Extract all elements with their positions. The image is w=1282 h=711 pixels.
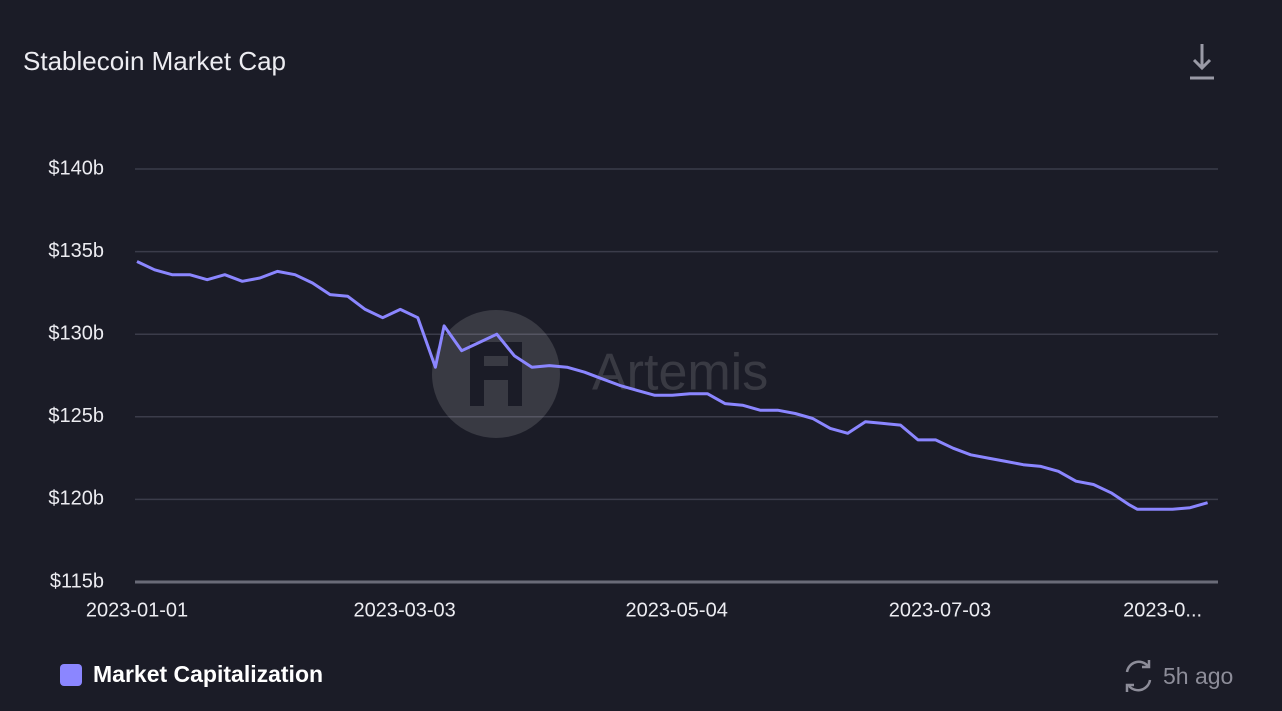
refresh-icon[interactable] [1125,660,1152,692]
y-tick-label: $130b [48,322,104,344]
legend-label: Market Capitalization [93,661,323,687]
data-line [136,260,1209,511]
y-tick-label: $140b [48,157,104,179]
watermark: Artemis [432,310,768,438]
x-tick-label: 2023-01-01 [86,599,188,621]
chart-title: Stablecoin Market Cap [23,46,286,76]
grid [135,168,1218,584]
x-tick-label: 2023-0... [1123,599,1202,621]
y-tick-label: $135b [48,240,104,262]
y-tick-label: $125b [48,405,104,427]
download-button[interactable] [1190,44,1214,80]
y-tick-label: $115b [50,570,104,592]
y-tick-label: $120b [48,488,104,510]
x-tick-label: 2023-05-04 [626,599,728,621]
watermark-text: Artemis [592,344,768,402]
legend[interactable]: Market Capitalization [60,661,323,687]
x-tick-label: 2023-03-03 [353,599,455,621]
updated-time: 5h ago [1163,663,1233,689]
legend-swatch [60,664,82,686]
x-tick-label: 2023-07-03 [889,599,991,621]
